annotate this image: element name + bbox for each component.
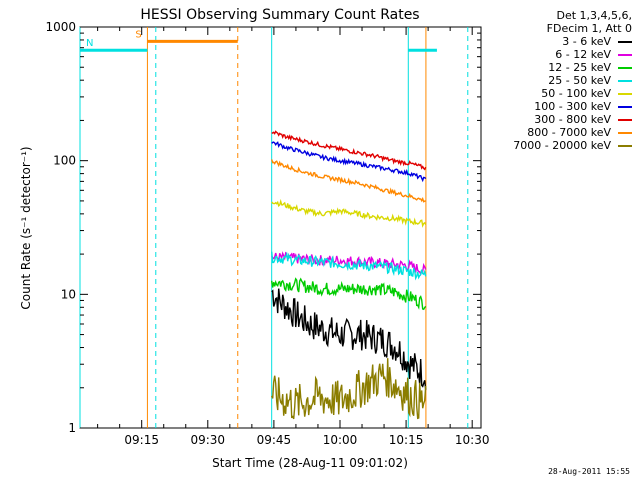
y-axis-ticks: 1 10 100 1000 [45, 20, 481, 435]
footer-date: 28-Aug-2011 15:55 [548, 467, 630, 476]
y-tick-label: 100 [53, 154, 76, 168]
legend-label: 12 - 25 keV [548, 61, 618, 74]
legend-swatch [618, 119, 632, 121]
series-line [271, 251, 427, 277]
legend-label: 25 - 50 keV [548, 74, 618, 87]
series-line [271, 130, 427, 171]
legend-label: 300 - 800 keV [534, 113, 618, 126]
legend-header: FDecim 1, Att 0 [546, 22, 632, 35]
legend-entry: 12 - 25 keV [548, 62, 632, 74]
legend-entry: 6 - 12 keV [555, 49, 632, 61]
legend-swatch [618, 41, 632, 43]
legend-swatch [618, 67, 632, 69]
series-group [271, 130, 427, 420]
x-tick-label: 10:00 [323, 433, 358, 447]
legend-swatch [618, 80, 632, 82]
legend-swatch [618, 106, 632, 108]
legend-entry: 300 - 800 keV [534, 114, 632, 126]
flag-label: S [135, 29, 141, 40]
x-axis-label: Start Time (28-Aug-11 09:01:02) [212, 456, 408, 470]
x-tick-label: 09:30 [190, 433, 225, 447]
legend-label: 100 - 300 keV [534, 100, 618, 113]
series-line [271, 141, 427, 183]
series-line [271, 251, 427, 281]
y-axis-label: Count Rate (s⁻¹ detector⁻¹) [19, 146, 33, 309]
legend-entry: 3 - 6 keV [562, 36, 632, 48]
y-tick-label: 10 [61, 287, 76, 301]
flag-label: N [86, 38, 93, 49]
legend-swatch [618, 54, 632, 56]
legend-swatch [618, 145, 632, 147]
series-line [271, 288, 427, 390]
x-tick-label: 09:45 [257, 433, 292, 447]
y-tick-label: 1000 [45, 20, 76, 34]
legend-header: Det 1,3,4,5,6, [556, 9, 632, 22]
legend-entry: 100 - 300 keV [534, 101, 632, 113]
legend-label: 7000 - 20000 keV [513, 139, 618, 152]
x-tick-label: 10:15 [389, 433, 424, 447]
legend-entry: 25 - 50 keV [548, 75, 632, 87]
series-line [271, 358, 427, 420]
y-tick-label: 1 [68, 421, 76, 435]
legend-entry: 800 - 7000 keV [527, 127, 632, 139]
legend-entry: 50 - 100 keV [541, 88, 632, 100]
legend-entry: 7000 - 20000 keV [513, 140, 632, 152]
x-tick-label: 09:15 [124, 433, 159, 447]
series-line [271, 159, 426, 203]
series-line [271, 277, 427, 311]
legend-label: 50 - 100 keV [541, 87, 618, 100]
x-tick-label: 10:30 [455, 433, 490, 447]
legend-swatch [618, 93, 632, 95]
chart-title: HESSI Observing Summary Count Rates [140, 7, 419, 23]
time-markers [79, 27, 469, 428]
legend-swatch [618, 132, 632, 134]
legend-label: 800 - 7000 keV [527, 126, 618, 139]
legend-label: 3 - 6 keV [562, 35, 618, 48]
x-axis-ticks: 09:15 09:30 09:45 10:00 10:15 10:30 [97, 27, 490, 447]
series-line [271, 198, 427, 228]
legend-label: 6 - 12 keV [555, 48, 618, 61]
flag-bars: SN [80, 29, 437, 52]
